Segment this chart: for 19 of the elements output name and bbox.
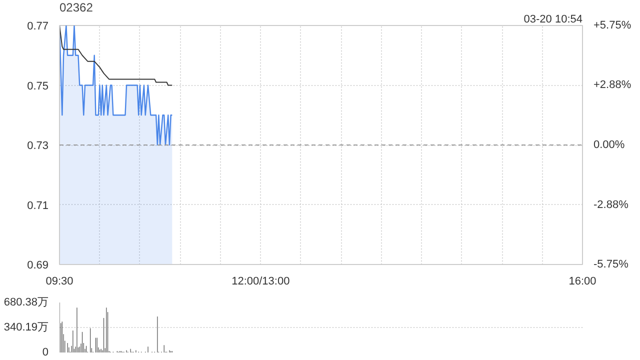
y2-tick-label: 0.00% xyxy=(594,139,625,151)
text: 03-20 10:54 xyxy=(524,14,582,26)
y2-tick-label: -5.75% xyxy=(594,258,629,270)
y2-tick-label: +2.88% xyxy=(594,79,632,92)
y-tick-label: 0.71 xyxy=(27,200,49,212)
x-tick-label: 16:00 xyxy=(568,276,596,288)
y-tick-label: 0.77 xyxy=(27,20,49,32)
line-series xyxy=(60,26,173,86)
y2-tick-label: -2.88% xyxy=(594,198,629,211)
y-tick-label: 0.75 xyxy=(27,80,49,92)
chart-title: 02362 xyxy=(60,0,94,14)
y-tick-label: 0.73 xyxy=(27,140,49,152)
x-tick-label: 09:30 xyxy=(46,276,74,288)
y-tick-label: 680.38万 xyxy=(4,296,49,308)
y-tick-label: 340.19万 xyxy=(4,322,49,334)
y-tick-label: 0.69 xyxy=(27,260,49,272)
x-tick-label: 12:00/13:00 xyxy=(232,276,290,288)
y2-tick-label: +5.75% xyxy=(594,20,632,32)
y-tick-label: 0 xyxy=(42,346,49,358)
